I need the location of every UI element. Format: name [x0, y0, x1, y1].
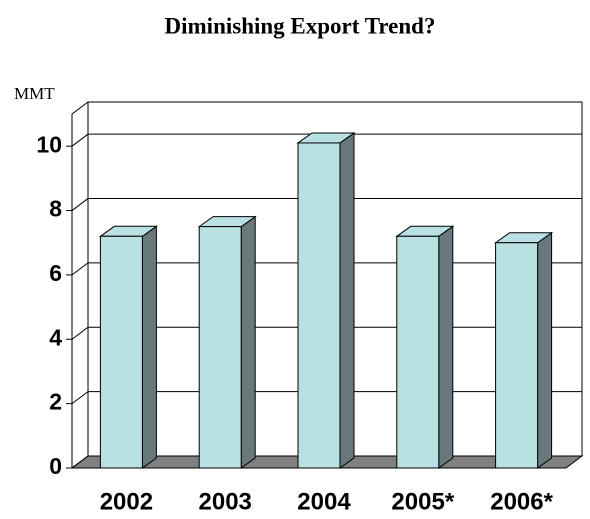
y-tick-label: 4 [49, 324, 62, 350]
y-tick-label: 2 [49, 389, 62, 415]
bar-side [141, 225, 157, 469]
y-tick-label: 10 [36, 131, 62, 157]
x-tick-label: 2002 [100, 488, 153, 515]
grid-line [71, 198, 582, 211]
bar-side [537, 231, 553, 469]
bar-side [240, 215, 256, 469]
bar [297, 142, 341, 469]
y-tick-label: 6 [49, 260, 62, 286]
bar [396, 235, 440, 469]
left-wall [71, 101, 89, 468]
bar [198, 226, 242, 469]
x-tick-label: 2004 [297, 488, 351, 515]
chart-title: Diminishing Export Trend? [165, 13, 436, 38]
x-tick-label: 2005* [391, 488, 454, 515]
y-tick-label: 8 [49, 196, 62, 222]
y-axis-label: MMT [14, 84, 55, 103]
bar-side [438, 225, 454, 469]
x-tick-label: 2006* [490, 488, 553, 515]
bar [495, 242, 539, 469]
y-tick-label: 0 [49, 453, 62, 479]
bar [99, 235, 143, 469]
x-tick-label: 2003 [199, 488, 252, 515]
bar-side [339, 131, 355, 469]
grid-line [71, 133, 582, 147]
